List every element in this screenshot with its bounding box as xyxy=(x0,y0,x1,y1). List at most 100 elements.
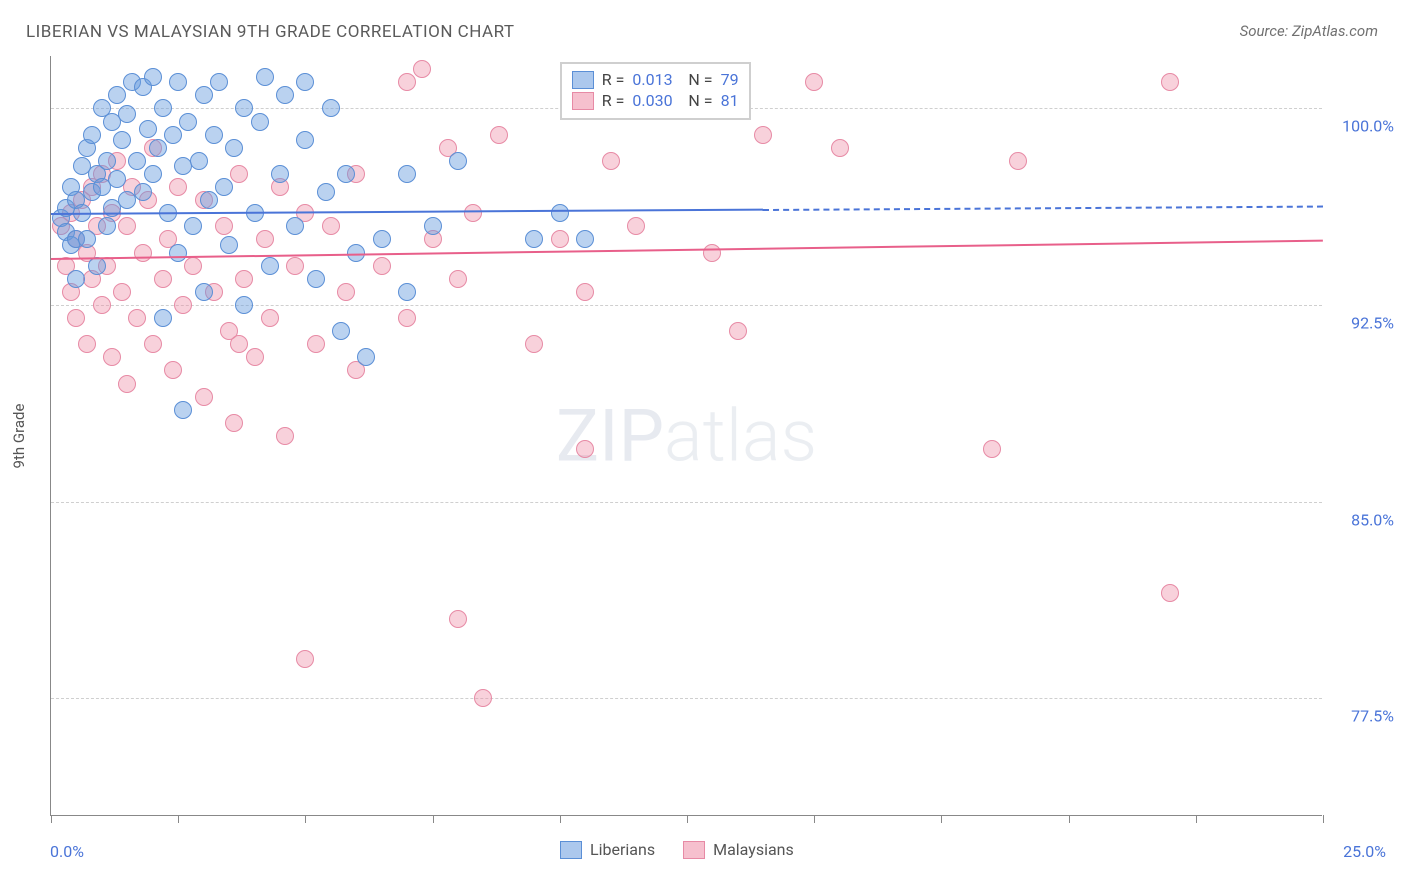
data-point xyxy=(205,126,223,144)
gridline xyxy=(51,698,1322,699)
r-value: 0.030 xyxy=(632,91,680,110)
data-point xyxy=(154,309,172,327)
data-point xyxy=(225,139,243,157)
data-point xyxy=(307,270,325,288)
stats-row: R =0.013N =79 xyxy=(572,70,739,89)
gridline xyxy=(51,502,1322,503)
data-point xyxy=(271,165,289,183)
legend-label: Liberians xyxy=(590,840,655,859)
data-point xyxy=(525,230,543,248)
data-point xyxy=(251,113,269,131)
data-point xyxy=(164,361,182,379)
data-point xyxy=(256,230,274,248)
data-point xyxy=(67,309,85,327)
data-point xyxy=(230,165,248,183)
data-point xyxy=(235,270,253,288)
data-point xyxy=(210,73,228,91)
x-tick xyxy=(1069,815,1070,823)
x-tick xyxy=(687,815,688,823)
data-point xyxy=(602,152,620,170)
data-point xyxy=(169,178,187,196)
data-point xyxy=(195,388,213,406)
data-point xyxy=(373,230,391,248)
data-point xyxy=(983,440,1001,458)
trend-line xyxy=(51,239,1323,259)
data-point xyxy=(322,99,340,117)
x-axis-min-label: 0.0% xyxy=(50,842,84,861)
data-point xyxy=(317,183,335,201)
data-point xyxy=(337,283,355,301)
watermark: ZIPatlas xyxy=(556,393,817,478)
data-point xyxy=(831,139,849,157)
data-point xyxy=(373,257,391,275)
data-point xyxy=(576,230,594,248)
data-point xyxy=(220,236,238,254)
watermark-thin: atlas xyxy=(664,393,817,478)
data-point xyxy=(118,217,136,235)
legend-item-liberians: Liberians xyxy=(560,840,655,859)
data-point xyxy=(103,348,121,366)
data-point xyxy=(525,335,543,353)
data-point xyxy=(357,348,375,366)
data-point xyxy=(398,73,416,91)
data-point xyxy=(169,244,187,262)
square-icon xyxy=(683,841,705,859)
scatter-plot: 9th Grade ZIPatlas 77.5%85.0%92.5%100.0%… xyxy=(50,56,1322,816)
data-point xyxy=(296,131,314,149)
data-point xyxy=(729,322,747,340)
data-point xyxy=(703,244,721,262)
data-point xyxy=(398,283,416,301)
data-point xyxy=(464,204,482,222)
x-tick xyxy=(941,815,942,823)
square-icon xyxy=(572,71,594,89)
data-point xyxy=(139,120,157,138)
square-icon xyxy=(572,92,594,110)
data-point xyxy=(235,99,253,117)
data-point xyxy=(144,68,162,86)
x-tick xyxy=(305,815,306,823)
data-point xyxy=(261,257,279,275)
data-point xyxy=(174,401,192,419)
data-point xyxy=(98,152,116,170)
n-label: N = xyxy=(688,91,712,110)
bottom-legend: Liberians Malaysians xyxy=(560,840,794,859)
data-point xyxy=(174,296,192,314)
data-point xyxy=(296,73,314,91)
data-point xyxy=(225,414,243,432)
data-point xyxy=(169,73,187,91)
data-point xyxy=(154,99,172,117)
data-point xyxy=(78,230,96,248)
n-label: N = xyxy=(688,70,712,89)
data-point xyxy=(128,309,146,327)
data-point xyxy=(286,257,304,275)
data-point xyxy=(286,217,304,235)
data-point xyxy=(754,126,772,144)
r-label: R = xyxy=(602,70,625,89)
chart-title: LIBERIAN VS MALAYSIAN 9TH GRADE CORRELAT… xyxy=(26,22,515,42)
data-point xyxy=(276,86,294,104)
y-tick-label: 100.0% xyxy=(1342,117,1394,136)
data-point xyxy=(78,335,96,353)
x-tick xyxy=(560,815,561,823)
data-point xyxy=(184,257,202,275)
x-tick xyxy=(1196,815,1197,823)
data-point xyxy=(128,152,146,170)
data-point xyxy=(261,309,279,327)
data-point xyxy=(449,270,467,288)
data-point xyxy=(449,610,467,628)
data-point xyxy=(1161,73,1179,91)
data-point xyxy=(200,191,218,209)
data-point xyxy=(195,283,213,301)
data-point xyxy=(113,283,131,301)
y-tick-label: 85.0% xyxy=(1351,510,1394,529)
data-point xyxy=(83,126,101,144)
data-point xyxy=(149,139,167,157)
source-label: Source: ZipAtlas.com xyxy=(1240,22,1378,40)
y-tick-label: 77.5% xyxy=(1351,707,1394,726)
trend-line xyxy=(51,209,763,215)
data-point xyxy=(190,152,208,170)
data-point xyxy=(449,152,467,170)
data-point xyxy=(551,204,569,222)
data-point xyxy=(337,165,355,183)
data-point xyxy=(108,170,126,188)
